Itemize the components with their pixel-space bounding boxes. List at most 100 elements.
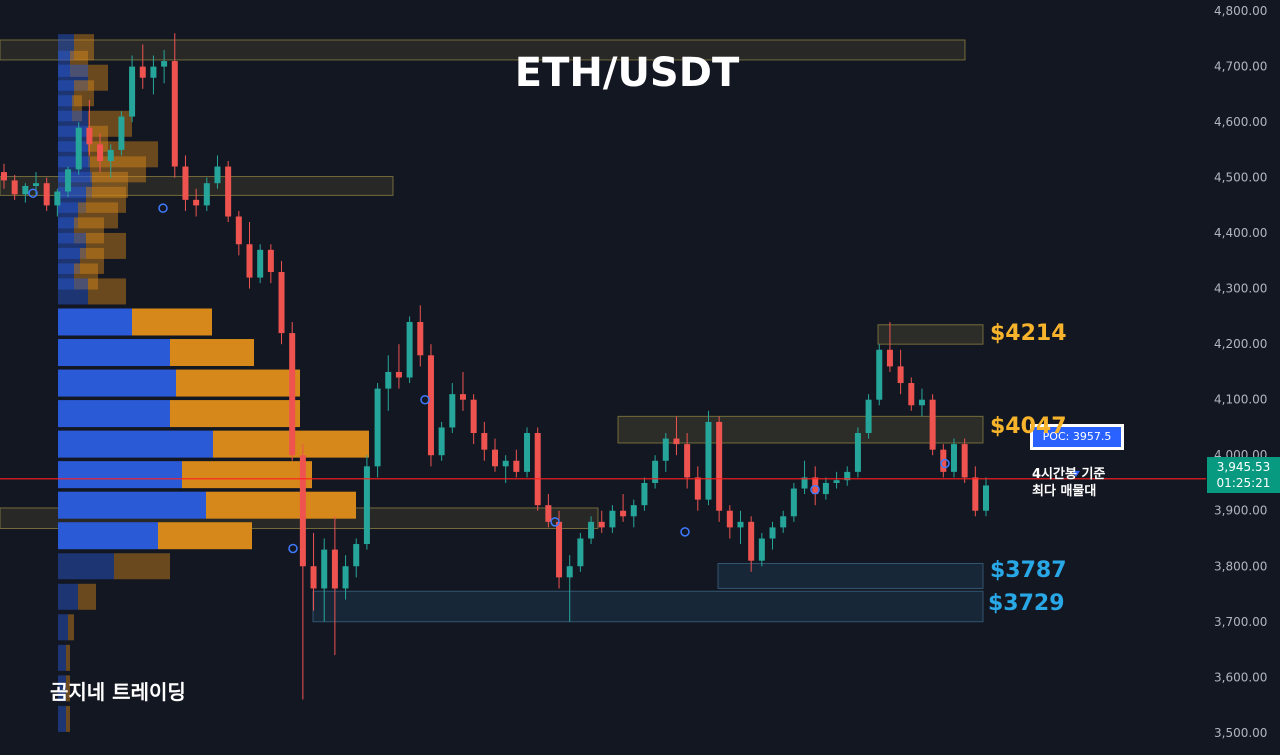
y-tick-label: 3,900.00 [1214,504,1267,518]
y-tick-label: 3,500.00 [1214,726,1267,740]
candle-body [406,321,413,378]
candle-body [299,455,306,567]
current-price-tag: 3,945.53 01:25:21 [1207,457,1280,493]
volume-profile-buy [58,675,66,702]
candle-body [278,272,285,334]
candle-body [129,66,136,117]
volume-profile-buy [58,156,90,183]
candle-body [502,460,509,467]
volume-profile-sell [170,400,300,428]
volume-profile-buy [58,232,86,259]
candle-body [438,427,445,456]
candle-body [331,549,338,589]
candle-body [257,249,264,278]
volume-profile-sell [74,263,98,290]
candle-body [588,521,595,539]
y-tick-label: 3,700.00 [1214,615,1267,629]
volume-profile-sell [70,50,88,77]
candle-body [470,399,477,434]
zone-label: $3729 [988,590,1065,616]
candle-body [513,460,520,472]
poc-note-line1: 4시간봉 기준 [1032,467,1106,482]
candle-body [748,521,755,561]
candle-body [86,127,93,145]
candle-body [620,510,627,517]
price-zone [877,324,984,345]
volume-profile-sell [78,202,118,229]
candle-body [139,66,146,78]
candle-body [22,185,29,195]
volume-profile-sell [68,614,74,641]
candle-body [11,180,18,195]
y-tick-label: 4,100.00 [1214,393,1267,407]
signal-marker [940,458,950,469]
poc-pointer [1072,470,1080,477]
volume-profile-sell [88,64,108,91]
candle-body [534,433,541,506]
volume-profile-sell [176,369,300,397]
volume-profile-buy [58,369,176,397]
candle-body [780,516,787,528]
candle-body [342,566,349,589]
volume-profile-sell [206,491,356,519]
candle-body [43,183,50,206]
price-axis [1200,0,1280,755]
candle-body [556,521,563,578]
volume-profile-buy [58,125,88,152]
candle-body [449,394,456,428]
signal-marker [550,517,560,527]
poc-note-line2: 최다 매물대 [1032,484,1097,499]
poc-note: 4시간봉 기준 최다 매물대 [1032,466,1105,500]
volume-profile-buy [58,430,213,458]
candle-body [492,449,498,467]
candle-body [886,349,893,367]
candle-body [673,438,680,445]
volume-profile-buy [58,80,74,107]
candle-body [363,466,370,545]
y-tick-label: 4,600.00 [1214,115,1267,129]
volume-profile-buy [58,339,170,367]
volume-profile-buy [58,186,86,213]
volume-profile-buy [58,217,74,244]
candle-body [481,433,488,450]
volume-profile-sell [170,339,254,367]
volume-profile-sell [86,186,126,213]
candle-body [790,488,797,517]
candle-body [983,485,989,511]
y-tick-label: 4,800.00 [1214,4,1267,18]
candle-body [171,61,178,167]
volume-profile-sell [88,278,126,305]
candle-body [182,166,189,200]
candle-body [289,333,296,456]
price-zone [617,415,984,444]
chart-title: ETH/USDT [514,50,740,96]
candle-body [865,399,872,434]
volume-profile-buy [58,614,68,641]
candle-body [150,66,157,78]
candle-body [235,216,242,245]
candle-body [417,321,424,356]
candle-body [524,433,531,472]
current-price-label: 3,945.53 [1216,460,1271,474]
candle-body [758,538,765,561]
candle-body [374,388,381,467]
volume-profile-buy [58,644,66,671]
candle-body [716,421,723,511]
volume-profile-buy [58,141,88,168]
candle-body [961,444,968,478]
volume-profile-buy [58,553,114,580]
volume-profile-sell [74,217,104,244]
candle-body [395,371,402,378]
signal-marker [810,484,820,495]
candle-body [385,371,392,389]
candle-body [107,149,114,161]
candle-body [630,505,637,517]
candle-countdown: 01:25:21 [1216,476,1271,490]
volume-profile-sell [88,110,132,137]
volume-profile-sell [78,583,96,610]
candle-body [203,183,210,206]
candle-body [566,566,573,578]
volume-profile-sell [114,553,170,580]
candle-body [97,144,104,161]
